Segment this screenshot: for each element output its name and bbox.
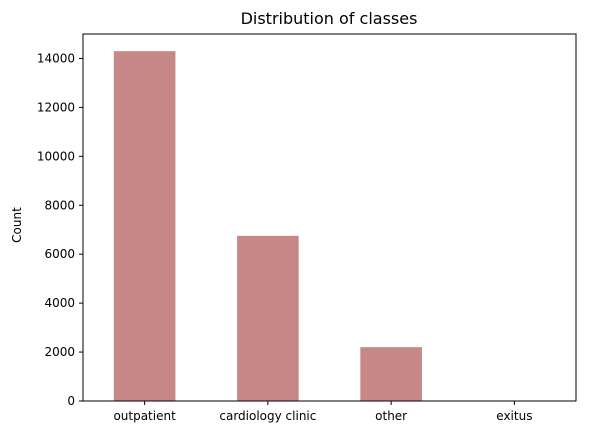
- x-tick-label: other: [375, 409, 407, 423]
- y-tick-label: 8000: [44, 198, 75, 212]
- bar-outpatient: [113, 51, 176, 401]
- y-tick-label: 2000: [44, 345, 75, 359]
- x-tick-label: cardiology clinic: [219, 409, 316, 423]
- y-tick-label: 6000: [44, 247, 75, 261]
- plot-frame: [82, 33, 577, 402]
- y-tick-label: 10000: [37, 149, 75, 163]
- x-tick-label: outpatient: [113, 409, 176, 423]
- y-tick-label: 4000: [44, 296, 75, 310]
- y-tick-label: 14000: [37, 51, 75, 65]
- y-axis-label: Count: [10, 207, 24, 243]
- bar-other: [360, 347, 422, 401]
- x-tick-label: exitus: [496, 409, 532, 423]
- y-tick-label: 0: [67, 394, 75, 408]
- plot-area: outpatient cardiology clinic other exitus 0 2…: [37, 33, 577, 423]
- bar-cardiology-clinic: [237, 235, 299, 401]
- chart-title: Distribution of classes: [241, 9, 418, 28]
- y-tick-label: 12000: [37, 100, 75, 114]
